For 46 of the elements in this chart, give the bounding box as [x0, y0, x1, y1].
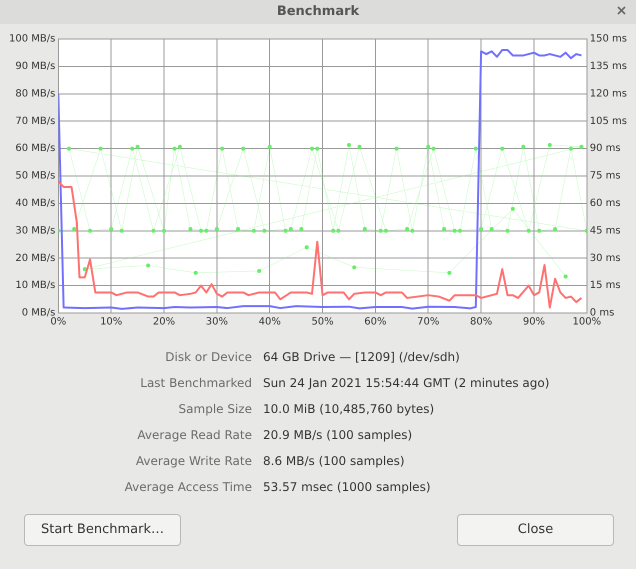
- y2-tick-label: 105 ms: [590, 116, 627, 127]
- y2-tick-label: 15 ms: [590, 280, 621, 292]
- text: Disk or Device: [165, 350, 252, 364]
- x-tick-label: 100%: [572, 316, 602, 328]
- text: 64 GB Drive — [1209] (/dev/sdh): [263, 350, 460, 364]
- x-tick-label: 10%: [100, 316, 122, 328]
- y-tick-label: 50 MB/s: [15, 170, 56, 182]
- x-tick-label: 40%: [258, 316, 281, 328]
- y2-tick-label: 30 ms: [590, 252, 621, 264]
- text: Sample Size: [178, 402, 252, 416]
- x-tick-label: 90%: [522, 316, 546, 328]
- text: Sun 24 Jan 2021 15:54:44 GMT (2 minutes ago): [263, 376, 550, 390]
- text: Last Benchmarked: [140, 376, 252, 390]
- text: Close: [457, 514, 614, 546]
- y-tick-label: 80 MB/s: [15, 88, 56, 100]
- y-tick-label: 20 MB/s: [15, 252, 56, 264]
- x-tick-label: 70%: [417, 316, 440, 328]
- y-tick-label: 100 MB/s: [8, 34, 56, 45]
- y2-tick-label: 120 ms: [590, 88, 627, 100]
- y2-tick-label: 60 ms: [590, 198, 621, 209]
- x-tick-label: 60%: [364, 316, 387, 328]
- y-tick-label: 70 MB/s: [15, 116, 56, 127]
- text: Start Benchmark…: [24, 514, 181, 546]
- text: Average Write Rate: [136, 454, 252, 468]
- x-tick-label: 50%: [311, 316, 334, 328]
- chart-title: Benchmark: [0, 0, 636, 24]
- text: 8.6 MB/s (100 samples): [263, 454, 405, 468]
- x-tick-label: 0%: [50, 316, 66, 328]
- text: Average Read Rate: [137, 428, 252, 442]
- x-tick-label: 20%: [152, 316, 176, 328]
- x-tick-label: 30%: [206, 316, 228, 328]
- y2-tick-label: 90 ms: [590, 143, 621, 154]
- text: 53.57 msec (1000 samples): [263, 480, 431, 494]
- y2-tick-label: 75 ms: [590, 170, 621, 182]
- text: Average Access Time: [124, 480, 252, 494]
- y2-tick-label: 150 ms: [590, 34, 627, 45]
- y-tick-label: 10 MB/s: [15, 280, 56, 292]
- y2-tick-label: 45 ms: [590, 225, 621, 236]
- text: 20.9 MB/s (100 samples): [263, 428, 412, 442]
- text: 10.0 MiB (10,485,760 bytes): [263, 402, 434, 416]
- x-tick-label: 80%: [470, 316, 492, 328]
- y-tick-label: 90 MB/s: [15, 60, 56, 72]
- y-tick-label: 40 MB/s: [15, 198, 56, 209]
- y2-tick-label: 135 ms: [590, 60, 627, 72]
- y-tick-label: 60 MB/s: [15, 143, 56, 154]
- y-tick-label: 30 MB/s: [15, 225, 56, 236]
